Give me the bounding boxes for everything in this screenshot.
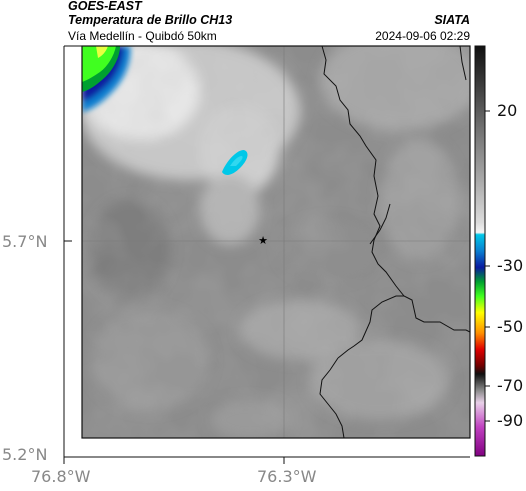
map-frame xyxy=(81,45,471,439)
colorbar-tick-label: -30 xyxy=(497,256,524,275)
brightness-temperature-imagery xyxy=(82,46,470,438)
lat-tick-label: 5.7°N xyxy=(2,232,48,251)
product-title: Temperatura de Brillo CH13 xyxy=(68,13,233,27)
region-label: Vía Medellín - Quibdó 50km xyxy=(68,29,217,43)
star-marker: ★ xyxy=(258,234,268,247)
datetime-label: 2024-09-06 02:29 xyxy=(375,29,470,43)
svg-text:★: ★ xyxy=(258,234,268,247)
colorbar-tick-label: 20 xyxy=(497,101,518,120)
colorbar-tick-label: -70 xyxy=(497,376,524,395)
graticule xyxy=(82,46,470,438)
agency-label: SIATA xyxy=(434,13,470,27)
lon-tick-label: 76.3°W xyxy=(257,467,317,486)
colorbar-tick-label: -90 xyxy=(497,411,524,430)
colorbar xyxy=(474,45,490,457)
department-boundaries xyxy=(319,45,471,439)
satellite-name: GOES-EAST xyxy=(68,0,142,13)
lat-tick-label: 5.2°N xyxy=(2,445,48,464)
axis-ticks xyxy=(63,45,470,464)
colorbar-tick-label: -50 xyxy=(497,317,524,336)
lon-tick-label: 76.8°W xyxy=(31,467,91,486)
